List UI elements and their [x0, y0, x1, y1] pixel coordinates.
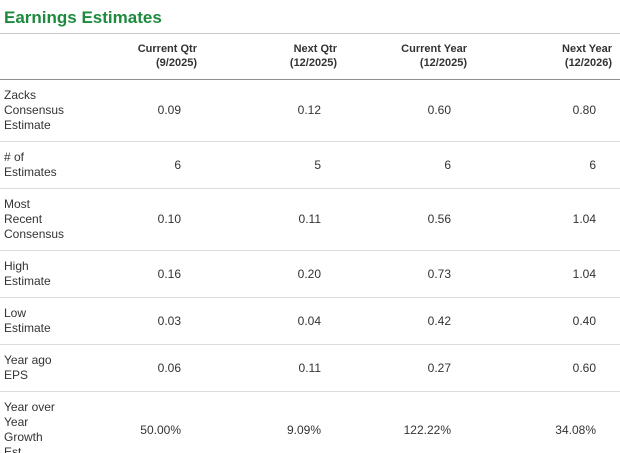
cell-value: 50.00% [100, 391, 205, 453]
header-row: Current Qtr (9/2025) Next Qtr (12/2025) … [0, 34, 620, 80]
cell-value: 0.60 [345, 79, 475, 142]
row-label-text: # of Estimates [4, 150, 57, 179]
row-label-text: Year over Year Growth Est. [4, 400, 55, 453]
column-header-period: (12/2025) [419, 57, 467, 69]
row-label: Year over Year Growth Est. [0, 391, 100, 453]
cell-value: 0.11 [205, 344, 345, 392]
cell-value: 0.60 [475, 344, 620, 392]
column-header-label: Next Year [562, 43, 612, 55]
row-label-text: Zacks Consensus Estimate [4, 88, 65, 132]
cell-value: 0.11 [205, 188, 345, 251]
row-label: High Estimate [0, 250, 100, 298]
cell-value: 0.06 [100, 344, 205, 392]
table-body: Zacks Consensus Estimate 0.09 0.12 0.60 … [0, 79, 620, 453]
cell-value: 0.16 [100, 250, 205, 298]
table-row-zacks-consensus-estimate: Zacks Consensus Estimate 0.09 0.12 0.60 … [0, 79, 620, 142]
cell-value: 1.04 [475, 188, 620, 251]
table-row-year-ago-eps: Year ago EPS 0.06 0.11 0.27 0.60 [0, 344, 620, 392]
cell-value: 5 [205, 141, 345, 189]
cell-value: 34.08% [475, 391, 620, 453]
cell-value: 6 [345, 141, 475, 189]
cell-value: 0.42 [345, 297, 475, 345]
cell-value: 6 [100, 141, 205, 189]
cell-value: 122.22% [345, 391, 475, 453]
table-header: Current Qtr (9/2025) Next Qtr (12/2025) … [0, 34, 620, 80]
section-title: Earnings Estimates [4, 8, 162, 27]
table-row-most-recent-consensus: Most Recent Consensus 0.10 0.11 0.56 1.0… [0, 188, 620, 251]
column-header-label: Current Year [401, 43, 467, 55]
column-header-label: Next Qtr [293, 43, 337, 55]
row-label: Year ago EPS [0, 344, 100, 392]
title-divider [0, 33, 620, 34]
cell-value: 1.04 [475, 250, 620, 298]
cell-value: 0.10 [100, 188, 205, 251]
cell-value: 0.73 [345, 250, 475, 298]
row-label: Low Estimate [0, 297, 100, 345]
row-label: Most Recent Consensus [0, 188, 100, 251]
cell-value: 0.12 [205, 79, 345, 142]
row-label-text: Year ago EPS [4, 353, 52, 382]
column-header-next-qtr: Next Qtr (12/2025) [205, 34, 345, 80]
column-header-period: (12/2025) [289, 57, 337, 69]
column-header-period: (12/2026) [564, 57, 612, 69]
earnings-estimates-table: Current Qtr (9/2025) Next Qtr (12/2025) … [0, 34, 620, 453]
cell-value: 0.09 [100, 79, 205, 142]
cell-value: 9.09% [205, 391, 345, 453]
cell-value: 0.27 [345, 344, 475, 392]
row-label-text: High Estimate [4, 259, 51, 288]
column-header-next-year: Next Year (12/2026) [475, 34, 620, 80]
row-label: # of Estimates [0, 141, 100, 189]
row-label-text: Low Estimate [4, 306, 51, 335]
cell-value: 0.56 [345, 188, 475, 251]
row-label: Zacks Consensus Estimate [0, 79, 100, 142]
table-row-low-estimate: Low Estimate 0.03 0.04 0.42 0.40 [0, 297, 620, 345]
table-row-high-estimate: High Estimate 0.16 0.20 0.73 1.04 [0, 250, 620, 298]
cell-value: 0.03 [100, 297, 205, 345]
column-header-current-qtr: Current Qtr (9/2025) [100, 34, 205, 80]
cell-value: 0.80 [475, 79, 620, 142]
cell-value: 0.04 [205, 297, 345, 345]
table-row-num-of-estimates: # of Estimates 6 5 6 6 [0, 141, 620, 189]
table-row-year-over-year-growth-est: Year over Year Growth Est. 50.00% 9.09% … [0, 391, 620, 453]
cell-value: 0.40 [475, 297, 620, 345]
column-header-label: Current Qtr [137, 43, 197, 55]
corner-cell [0, 34, 100, 80]
row-label-text: Most Recent Consensus [4, 197, 65, 241]
column-header-current-year: Current Year (12/2025) [345, 34, 475, 80]
cell-value: 6 [475, 141, 620, 189]
cell-value: 0.20 [205, 250, 345, 298]
column-header-period: (9/2025) [156, 57, 197, 69]
